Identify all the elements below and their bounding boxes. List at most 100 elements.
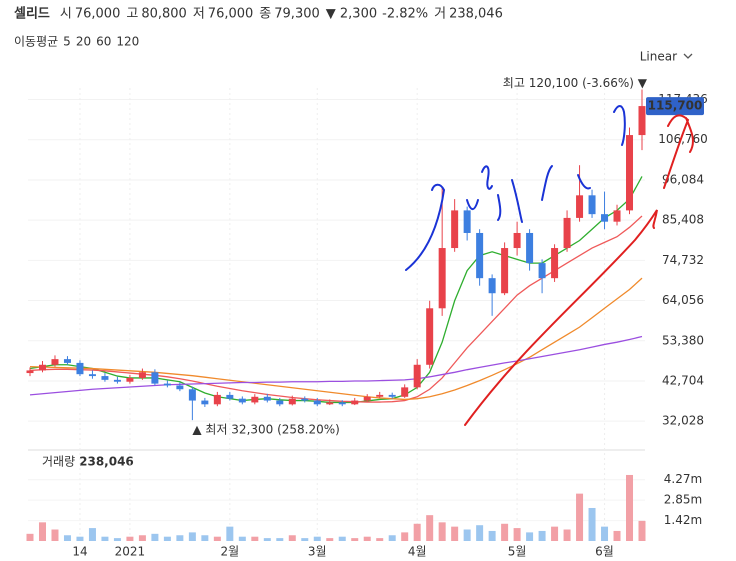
- candle-body: [526, 232, 534, 264]
- quote-value: 79,300: [274, 7, 320, 22]
- ma-line: [29, 176, 643, 404]
- volume-bar: [113, 538, 121, 541]
- volume-bar: [538, 530, 546, 541]
- volume-bar: [613, 530, 621, 541]
- volume-latest: 238,046: [79, 455, 134, 469]
- volume-bar: [638, 520, 646, 541]
- volume-bar: [438, 522, 446, 541]
- ma-line: [29, 277, 643, 401]
- change-pct: -2.82%: [382, 7, 428, 22]
- candle-body: [501, 248, 509, 294]
- volume-bar: [338, 536, 346, 541]
- candle-body: [38, 364, 46, 371]
- legend-entry: 60: [96, 35, 111, 49]
- volume-value: 238,046: [449, 7, 503, 22]
- volume-label: 거: [434, 7, 446, 22]
- candle-body: [76, 362, 84, 375]
- volume-bar: [463, 529, 471, 541]
- candle-body: [538, 263, 546, 279]
- candle-body: [638, 106, 646, 136]
- candle-body: [388, 394, 396, 397]
- candle-body: [363, 396, 371, 401]
- volume-bar: [626, 474, 634, 541]
- quote-label: 시: [60, 7, 72, 22]
- ma-line: [29, 215, 643, 403]
- legend-entry: 20: [76, 35, 91, 49]
- low-label: ▲ 최저 32,300 (258.20%): [192, 423, 340, 437]
- y-tick-label: 42,704: [662, 373, 704, 387]
- volume-bar: [126, 536, 134, 541]
- price-badge: [646, 97, 704, 116]
- candle-body: [26, 370, 34, 374]
- volume-bar: [163, 536, 171, 541]
- quote-value: 76,000: [208, 7, 254, 22]
- quote-value: 76,000: [75, 7, 121, 22]
- plot: 32,028 42,704 53,380 64,056 74,732 85,408 96,0…: [26, 76, 708, 559]
- quote-label: 종: [259, 7, 271, 22]
- volume-bar: [263, 538, 271, 541]
- x-tick-label: 2월: [220, 545, 239, 559]
- volume-bar: [326, 538, 334, 541]
- volume-bar: [588, 507, 596, 541]
- volume-bar: [363, 536, 371, 541]
- quote-label: 고: [126, 7, 138, 22]
- candle-body: [176, 385, 184, 390]
- volume-bar: [313, 536, 321, 541]
- x-tick-label: 14: [72, 545, 87, 559]
- candle-body: [613, 210, 621, 222]
- annotation-scribbles: [405, 105, 694, 426]
- volume-bar: [426, 515, 434, 541]
- candle-body: [88, 374, 96, 377]
- candle-body: [338, 402, 346, 405]
- candle-body: [476, 232, 484, 279]
- volume-bar: [201, 535, 209, 541]
- volume-bar: [51, 529, 59, 541]
- x-tick-label: 3월: [308, 545, 327, 559]
- volume-bar: [276, 538, 284, 541]
- volume-bar: [301, 538, 309, 541]
- volume-bar: [138, 535, 146, 541]
- candle-body: [488, 278, 496, 294]
- candle-body: [551, 248, 559, 279]
- quote-value: 80,800: [141, 7, 187, 22]
- y-tick-label: 2.85m: [664, 493, 702, 507]
- y-tick-label: 64,056: [662, 293, 704, 307]
- y-tick-label: 85,408: [662, 213, 704, 227]
- candle-body: [376, 394, 384, 397]
- y-tick-label: 74,732: [662, 253, 704, 267]
- candle-body: [326, 402, 334, 405]
- legend-title: 이동평균: [14, 35, 58, 49]
- high-label: 최고 120,100 (-3.66%) ▼: [503, 76, 648, 90]
- candle-body: [463, 210, 471, 233]
- volume-bar: [101, 536, 109, 541]
- candle-body: [438, 248, 446, 309]
- x-tick-label: 5월: [508, 545, 527, 559]
- candle-body: [238, 398, 246, 403]
- quote-label: 저: [193, 7, 205, 22]
- candle-body: [426, 308, 434, 365]
- volume-bar: [63, 535, 71, 541]
- candle-body: [451, 210, 459, 249]
- scale-caret[interactable]: [683, 53, 693, 59]
- y-tick-label: 106,760: [658, 132, 708, 146]
- volume-title: 거래량: [42, 455, 75, 469]
- change: ▼ 2,300: [326, 7, 377, 22]
- volume-bar: [576, 493, 584, 541]
- volume-bar: [76, 536, 84, 541]
- candle-body: [401, 387, 409, 397]
- candle-body: [601, 214, 609, 222]
- volume-bar: [38, 522, 46, 541]
- candle-body: [301, 398, 309, 401]
- volume-bar: [551, 526, 559, 541]
- candle-body: [626, 135, 634, 211]
- volume-bar: [513, 528, 521, 541]
- volume-bar: [288, 535, 296, 541]
- legend-entry: 120: [116, 35, 139, 49]
- volume-bar: [388, 535, 396, 541]
- x-tick-label: 4월: [408, 545, 427, 559]
- volume-bar: [413, 523, 421, 541]
- candle-body: [288, 398, 296, 405]
- scale-label[interactable]: Linear: [640, 50, 677, 64]
- candle-body: [138, 372, 146, 378]
